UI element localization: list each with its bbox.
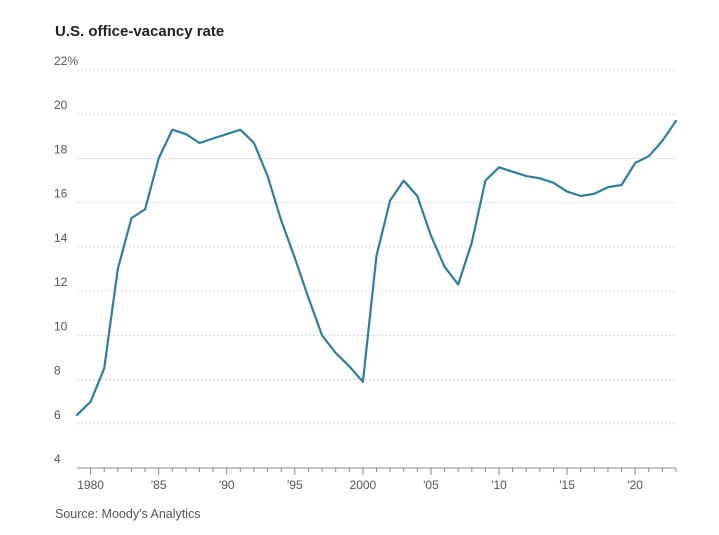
data-point <box>278 217 284 223</box>
chart-title: U.S. office-vacancy rate <box>55 23 224 40</box>
data-point <box>578 193 584 199</box>
data-point <box>128 215 134 221</box>
data-point <box>156 155 162 161</box>
data-point <box>292 255 298 261</box>
x-tick-label: '15 <box>559 478 575 492</box>
y-tick-label: 10 <box>54 319 68 333</box>
data-point <box>510 169 516 175</box>
x-tick-label: 2000 <box>350 478 377 492</box>
data-point <box>455 281 461 287</box>
data-point <box>496 164 502 170</box>
data-point <box>537 175 543 181</box>
data-point <box>414 193 420 199</box>
data-point <box>469 239 475 245</box>
y-tick-label: 18 <box>54 142 68 156</box>
data-point <box>591 191 597 197</box>
data-point <box>619 182 625 188</box>
y-tick-label: 14 <box>54 231 68 245</box>
x-tick-label: '90 <box>219 478 235 492</box>
data-point <box>224 131 230 137</box>
data-point <box>401 178 407 184</box>
data-point <box>482 178 488 184</box>
x-tick-label: '10 <box>491 478 507 492</box>
data-point <box>237 127 243 133</box>
data-point <box>360 379 366 385</box>
data-point <box>374 253 380 259</box>
data-point <box>673 118 679 124</box>
data-point <box>305 295 311 301</box>
data-point <box>319 332 325 338</box>
data-point <box>251 140 257 146</box>
data-point <box>115 266 121 272</box>
data-point <box>346 363 352 369</box>
data-point <box>387 197 393 203</box>
data-point <box>101 366 107 372</box>
y-tick-label: 4 <box>54 452 61 466</box>
data-point <box>632 160 638 166</box>
data-point <box>333 350 339 356</box>
data-point <box>523 173 529 179</box>
x-tick-label: 1980 <box>77 478 104 492</box>
gridlines <box>77 69 676 425</box>
data-point <box>88 399 94 405</box>
data-point <box>183 131 189 137</box>
y-axis: 4 6 8 10 12 14 16 18 20 22% <box>54 54 78 466</box>
y-tick-label: 6 <box>54 408 61 422</box>
x-axis: 1980 '85 '90 '95 2000 '05 '10 '15 '20 <box>77 468 677 492</box>
y-tick-label: 12 <box>54 275 68 289</box>
y-tick-label: 8 <box>54 364 61 378</box>
x-tick-label: '85 <box>151 478 167 492</box>
data-point <box>169 127 175 133</box>
x-tick-label: '05 <box>423 478 439 492</box>
data-point <box>564 189 570 195</box>
data-point <box>74 412 80 418</box>
source-note: Source: Moody's Analytics <box>55 507 201 521</box>
data-point <box>142 206 148 212</box>
data-point <box>659 138 665 144</box>
data-point <box>605 184 611 190</box>
data-point <box>265 173 271 179</box>
data-point <box>550 180 556 186</box>
y-tick-label: 20 <box>54 98 68 112</box>
series-layer <box>74 118 679 418</box>
y-tick-label: 22% <box>54 54 78 68</box>
x-tick-label: '95 <box>287 478 303 492</box>
data-point <box>428 233 434 239</box>
x-tick-label: '20 <box>627 478 643 492</box>
y-tick-label: 16 <box>54 187 68 201</box>
series-line <box>75 119 678 416</box>
data-point <box>646 153 652 159</box>
data-point <box>210 136 216 142</box>
data-point <box>442 264 448 270</box>
data-point <box>197 140 203 146</box>
